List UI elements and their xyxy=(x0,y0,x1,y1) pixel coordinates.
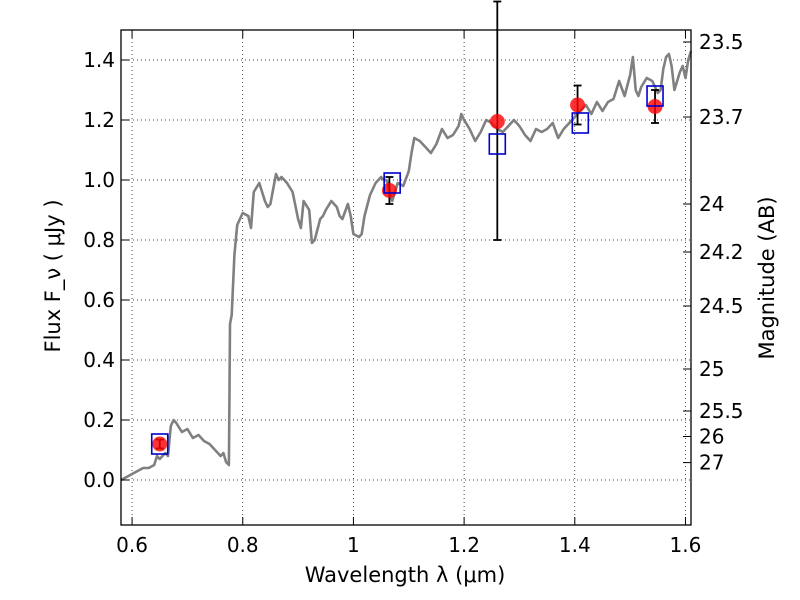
plot-frame xyxy=(120,29,692,526)
right-tick-label: 27 xyxy=(699,451,724,475)
right-tick-label: 24 xyxy=(699,192,724,216)
tick-layer: 0.6 0.8 1 1.2 1.4 1.6 0.0 0.2 0.4 0.6 0.8 1.0 1.2 1.4… xyxy=(83,30,744,557)
observed-point xyxy=(381,183,397,198)
right-tick-label: 23.5 xyxy=(699,30,744,54)
model-photometry-square xyxy=(150,433,169,455)
observed-point xyxy=(570,97,586,113)
y-tick-label: 0.6 xyxy=(83,288,115,312)
y-tick-label: 1.0 xyxy=(83,168,115,192)
y-tick-label: 1.4 xyxy=(83,48,115,72)
y-axis-right-label: Magnitude (AB) xyxy=(755,196,779,359)
right-tick-label: 26 xyxy=(699,425,724,449)
model-photometry-square xyxy=(646,85,664,107)
y-tick-label: 0.8 xyxy=(83,228,115,252)
right-tick-label: 24.5 xyxy=(699,294,744,318)
y-tick-label: 0.4 xyxy=(83,348,115,372)
x-tick-label: 1.6 xyxy=(670,533,702,557)
series-layer xyxy=(120,0,693,482)
x-tick-label: 1 xyxy=(347,533,360,557)
y-axis-left-label: Flux F_ν ( μJy ) xyxy=(41,199,66,352)
right-tick-label: 25.5 xyxy=(699,399,744,423)
observed-point xyxy=(152,436,168,452)
observed-point xyxy=(489,114,505,129)
x-axis-label: Wavelength λ (μm) xyxy=(305,563,506,587)
x-tick-label: 1.2 xyxy=(448,533,480,557)
y-tick-label: 0.2 xyxy=(83,408,115,432)
y-tick-label: 1.2 xyxy=(83,108,115,132)
y-tick-label: 0.0 xyxy=(83,468,115,492)
model-photometry-square xyxy=(571,112,590,134)
x-tick-label: 0.6 xyxy=(116,533,148,557)
model-photometry-square xyxy=(488,133,507,155)
right-tick-label: 24.2 xyxy=(699,240,744,264)
model-spectrum-line xyxy=(120,50,693,482)
model-photometry-square xyxy=(383,172,401,194)
x-tick-label: 0.8 xyxy=(227,533,259,557)
right-tick-label: 23.7 xyxy=(699,105,744,129)
right-tick-label: 25 xyxy=(699,357,724,381)
x-tick-label: 1.4 xyxy=(559,533,591,557)
